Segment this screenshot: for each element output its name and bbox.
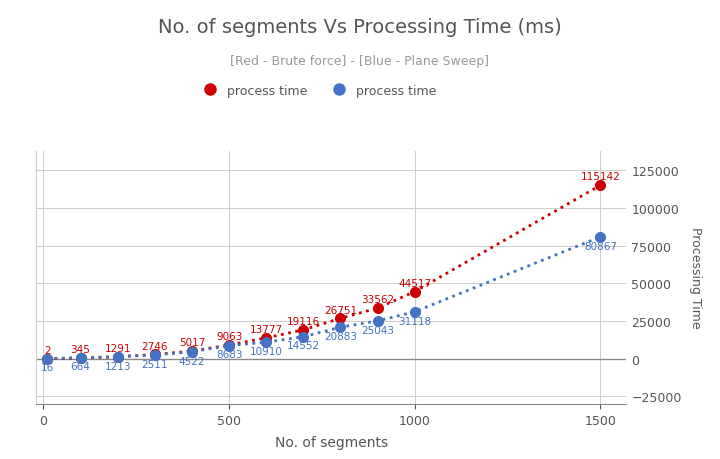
Text: 4522: 4522 bbox=[179, 356, 205, 366]
Text: 345: 345 bbox=[71, 345, 91, 354]
Text: 8683: 8683 bbox=[216, 350, 243, 359]
process time bbox=[42, 356, 51, 362]
process time bbox=[76, 355, 85, 361]
Text: 5017: 5017 bbox=[179, 337, 205, 347]
process time bbox=[225, 342, 233, 348]
process time bbox=[410, 309, 419, 315]
Text: 20883: 20883 bbox=[324, 331, 357, 341]
process time bbox=[262, 336, 271, 341]
process time bbox=[596, 235, 605, 240]
process time bbox=[225, 343, 233, 348]
Text: No. of segments Vs Processing Time (ms): No. of segments Vs Processing Time (ms) bbox=[158, 18, 562, 37]
Line: process time: process time bbox=[42, 181, 606, 364]
Text: 2746: 2746 bbox=[142, 341, 168, 351]
process time bbox=[373, 319, 382, 324]
Text: 2: 2 bbox=[44, 345, 50, 355]
Text: 115142: 115142 bbox=[580, 172, 621, 182]
Y-axis label: Processing Time: Processing Time bbox=[690, 227, 703, 328]
Text: [Red - Brute force] - [Blue - Plane Sweep]: [Red - Brute force] - [Blue - Plane Swee… bbox=[230, 55, 490, 68]
Text: 1213: 1213 bbox=[104, 361, 131, 371]
process time bbox=[299, 327, 307, 333]
process time bbox=[410, 289, 419, 295]
process time bbox=[150, 352, 159, 358]
process time bbox=[113, 354, 122, 360]
X-axis label: No. of segments: No. of segments bbox=[274, 435, 388, 449]
process time bbox=[188, 349, 197, 355]
Text: 26751: 26751 bbox=[324, 305, 357, 315]
Text: 31118: 31118 bbox=[398, 316, 431, 326]
Legend: process time, process time: process time, process time bbox=[192, 80, 441, 103]
process time bbox=[596, 183, 605, 189]
process time bbox=[113, 354, 122, 360]
Text: 19116: 19116 bbox=[287, 316, 320, 326]
Text: 10910: 10910 bbox=[250, 346, 283, 356]
Text: 9063: 9063 bbox=[216, 331, 242, 341]
Text: 25043: 25043 bbox=[361, 325, 394, 335]
Text: 664: 664 bbox=[71, 362, 91, 372]
process time bbox=[150, 353, 159, 358]
Text: 13777: 13777 bbox=[250, 325, 283, 334]
process time bbox=[336, 316, 345, 321]
process time bbox=[188, 348, 197, 354]
process time bbox=[76, 356, 85, 361]
Text: 80867: 80867 bbox=[584, 241, 617, 251]
Text: 14552: 14552 bbox=[287, 341, 320, 351]
Text: 33562: 33562 bbox=[361, 295, 394, 305]
Text: 1291: 1291 bbox=[104, 343, 131, 353]
Text: 2511: 2511 bbox=[142, 359, 168, 369]
Text: 16: 16 bbox=[40, 363, 54, 373]
process time bbox=[373, 306, 382, 311]
process time bbox=[336, 325, 345, 330]
Line: process time: process time bbox=[42, 232, 606, 364]
Text: 44517: 44517 bbox=[398, 278, 431, 288]
process time bbox=[42, 356, 51, 362]
process time bbox=[299, 334, 307, 340]
process time bbox=[262, 340, 271, 345]
